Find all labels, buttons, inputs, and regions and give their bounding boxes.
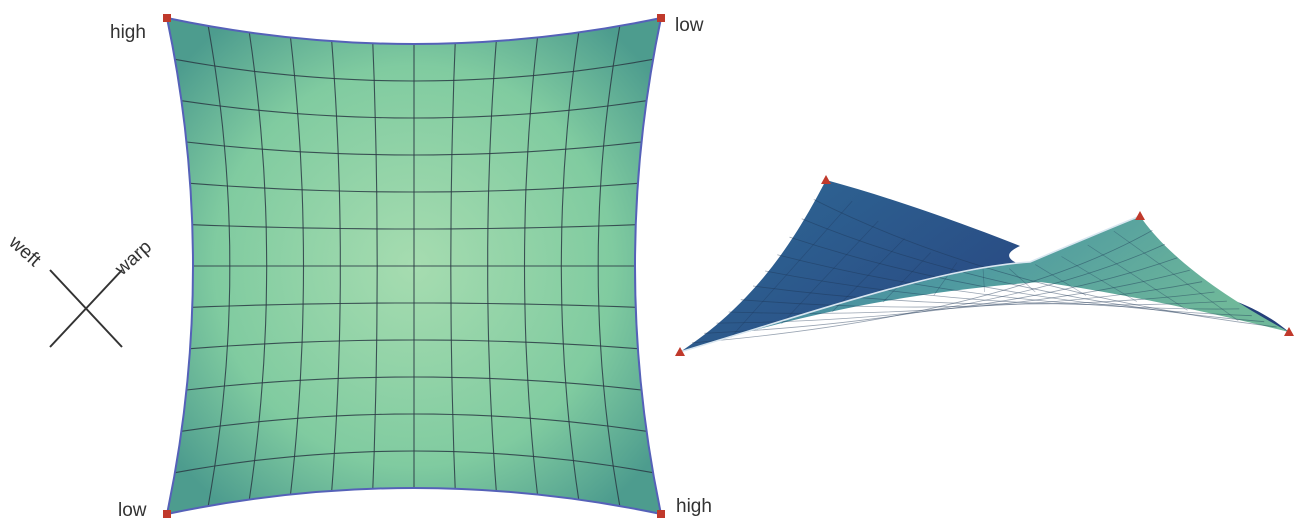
plan-anchors xyxy=(163,14,665,518)
saddle-ridge-line xyxy=(679,215,1141,353)
plan-grid xyxy=(174,25,654,507)
saddle-grid-line-warp xyxy=(933,262,958,296)
plan-anchor-top-right xyxy=(657,14,665,22)
saddle-surface-dark xyxy=(680,180,1289,352)
saddle-surface-light xyxy=(680,216,1289,352)
saddle-grid-line-warp xyxy=(832,238,905,312)
plan-anchor-bottom-right xyxy=(657,510,665,518)
saddle-grid-line-warp xyxy=(1113,230,1239,321)
saddle-anchor-d xyxy=(1284,327,1294,336)
saddle-grid-line-warp xyxy=(1008,268,1036,293)
saddle-grid-line-weft xyxy=(813,199,1277,328)
saddle-grid-line-weft xyxy=(801,218,1265,323)
plan-anchor-bottom-left xyxy=(163,510,171,518)
corner-label-bottom-right: high xyxy=(676,496,712,517)
plan-grid-line-vertical xyxy=(597,25,621,507)
saddle-grid-line-weft xyxy=(728,269,1190,314)
saddle-grid-line-warp xyxy=(730,200,853,338)
saddle-anchors xyxy=(675,175,1294,356)
saddle-grid-line-warp xyxy=(1061,256,1137,302)
saddle-grid-line-weft xyxy=(716,257,1178,324)
corner-label-top-right: low xyxy=(675,15,704,36)
saddle-grid-line-warp xyxy=(1087,244,1188,311)
saddle-grid-line-weft xyxy=(765,270,1227,306)
saddle-grid-line-weft xyxy=(692,229,1153,344)
saddle-grid-line-warp xyxy=(781,220,879,324)
saddle-grid-line-warp xyxy=(982,267,985,293)
plan-anchor-top-left xyxy=(163,14,171,22)
saddle-grid-line-warp xyxy=(882,252,931,303)
saddle-grid-line-weft xyxy=(740,281,1203,308)
saddle-grid-line-weft xyxy=(777,254,1240,310)
corner-label-top-left: high xyxy=(110,22,146,43)
corner-label-bottom-left: low xyxy=(118,500,147,518)
saddle-anchor-c xyxy=(1135,211,1145,220)
saddle-grid-line-weft xyxy=(789,236,1252,317)
saddle-anchor-b xyxy=(821,175,831,184)
saddle-grid-line-warp xyxy=(1035,264,1087,296)
warp-axis-line xyxy=(49,269,123,348)
fiber-direction-indicator: weft warp xyxy=(4,231,156,348)
plan-view: high low low high xyxy=(110,14,712,518)
saddle-grid-line-weft xyxy=(752,285,1215,305)
plan-grid-line-horizontal xyxy=(181,413,647,432)
saddle-grid-line-weft xyxy=(704,243,1165,334)
plan-grid-line-horizontal xyxy=(174,450,654,474)
weft-label: weft xyxy=(4,231,45,271)
saddle-anchor-a xyxy=(675,347,685,356)
saddle-perspective-view xyxy=(675,175,1294,356)
saddle-grid xyxy=(692,199,1277,344)
